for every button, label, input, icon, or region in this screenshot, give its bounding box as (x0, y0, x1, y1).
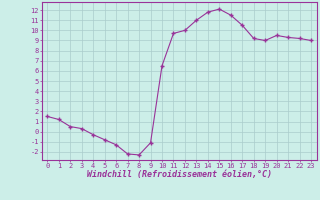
X-axis label: Windchill (Refroidissement éolien,°C): Windchill (Refroidissement éolien,°C) (87, 170, 272, 179)
